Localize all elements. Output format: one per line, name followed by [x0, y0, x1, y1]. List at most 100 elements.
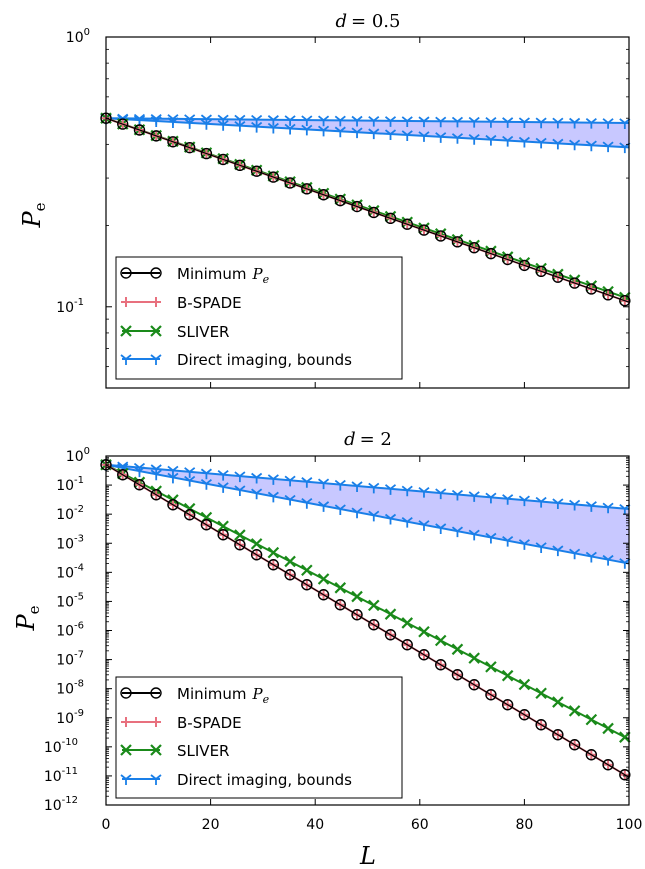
data-point-direct_upper: [502, 117, 514, 128]
data-point-direct_lower: [552, 138, 564, 150]
data-point-min: [418, 224, 430, 236]
data-point-direct_lower: [418, 520, 430, 531]
data-point-direct_lower: [284, 494, 296, 506]
y-tick-label: 10-12: [44, 795, 78, 814]
data-point-sliver: [217, 520, 229, 533]
series-line-min: [105, 117, 630, 303]
data-point-min: [501, 699, 514, 711]
data-point-min: [602, 759, 614, 771]
data-point-direct_upper: [368, 115, 380, 127]
data-point-direct_upper: [535, 117, 547, 129]
data-point-direct_upper: [585, 117, 597, 129]
data-point-direct_lower: [485, 134, 497, 146]
data-point-direct_upper: [468, 491, 480, 502]
data-point-direct_lower: [451, 526, 464, 538]
series-line-min: [105, 464, 630, 778]
data-point-min: [250, 165, 263, 177]
data-point-sliver: [501, 669, 514, 682]
data-point-min: [167, 136, 179, 148]
data-point-min: [568, 739, 581, 751]
legend-swatch-bspade: [121, 297, 161, 307]
data-point-min: [518, 709, 531, 721]
data-point-min: [267, 171, 280, 183]
legend-label-sliver: SLIVER: [177, 742, 229, 760]
data-point-direct_upper: [401, 116, 413, 127]
legend-swatch-sliver: [120, 325, 162, 337]
y-tick-label: 10-11: [44, 766, 78, 785]
data-point-direct_lower: [368, 510, 380, 522]
y-tick-label: 10-2: [56, 504, 84, 523]
data-point-direct_lower: [301, 498, 313, 509]
data-point-min: [384, 629, 397, 641]
top-legend: Minimum Pe B-SPADE SLIVER Direct imaging,…: [115, 256, 403, 380]
data-point-direct_lower: [502, 535, 514, 547]
data-point-direct_lower: [384, 513, 397, 525]
data-point-direct_lower: [351, 127, 363, 139]
legend-label-direct: Direct imaging, bounds: [177, 771, 352, 789]
data-point-direct_lower: [384, 129, 397, 141]
data-point-direct_upper: [318, 478, 330, 490]
data-point-sliver: [334, 582, 347, 594]
data-point-min: [234, 539, 246, 551]
data-point-direct_lower: [401, 130, 413, 141]
data-point-direct_upper: [351, 115, 363, 127]
data-point-sliver: [434, 634, 447, 647]
data-point-direct_lower: [133, 466, 146, 478]
data-point-min: [619, 769, 631, 781]
data-point-sliver: [568, 705, 581, 717]
data-point-direct_upper: [468, 116, 480, 128]
data-point-min: [351, 609, 363, 621]
data-point-direct_upper: [267, 474, 279, 485]
data-point-min: [468, 679, 480, 691]
data-point-min: [585, 749, 598, 761]
data-point-min: [183, 509, 196, 521]
top-panel: d = 0.5 100 10-1 Pe Minimum Pe B-SPADE SLIV…: [18, 11, 631, 389]
data-point-min: [585, 283, 598, 295]
data-point-direct_upper: [451, 489, 464, 501]
data-point-direct_lower: [418, 131, 430, 142]
y-tick-label: 10-10: [44, 737, 78, 756]
data-point-direct_upper: [334, 115, 346, 127]
data-point-direct_lower: [552, 545, 564, 557]
top-panel-title: d = 0.5: [336, 11, 401, 32]
plot-frame: [105, 36, 630, 389]
bottom-x-ticks: 0 20 40 60 80 100: [102, 817, 643, 833]
x-tick-label: 100: [616, 817, 643, 833]
legend-label-direct: Direct imaging, bounds: [177, 351, 352, 369]
data-point-direct_lower: [217, 482, 229, 493]
data-point-sliver: [301, 564, 313, 576]
data-point-min: [217, 529, 229, 541]
legend-swatch-marker: [150, 774, 162, 785]
y-tick-label: 10-7: [56, 650, 84, 669]
data-point-direct_upper: [217, 469, 229, 481]
data-point-direct_lower: [150, 469, 162, 481]
data-point-min: [317, 189, 330, 201]
data-point-direct_lower: [217, 120, 229, 131]
data-point-direct_upper: [251, 114, 263, 126]
data-point-min: [167, 499, 179, 511]
data-point-direct_upper: [569, 499, 581, 511]
data-point-direct_lower: [184, 118, 196, 129]
data-point-sliver: [468, 652, 480, 664]
bottom-legend: Minimum Pe B-SPADE SLIVER Direct imaging,…: [115, 676, 403, 799]
data-point-direct_upper: [552, 498, 564, 510]
bottom-plot-area: [100, 455, 631, 806]
x-tick-label: 40: [306, 817, 324, 833]
legend-swatch-marker: [120, 325, 132, 337]
legend-swatch-marker: [150, 744, 162, 756]
series-direct_lower: [100, 113, 631, 154]
data-point-min: [451, 236, 464, 248]
y-tick-label: 10-6: [56, 621, 84, 640]
data-point-min: [301, 579, 313, 591]
x-tick-label: 80: [515, 817, 533, 833]
data-point-direct_upper: [234, 114, 246, 126]
data-point-direct_lower: [468, 134, 480, 145]
data-point-direct_upper: [234, 471, 246, 483]
top-y-axis-label: Pe: [18, 202, 49, 228]
data-point-sliver: [418, 625, 430, 638]
legend-swatch-minimum: [120, 687, 162, 699]
top-plot-area: [100, 36, 631, 389]
legend-swatch-marker: [150, 267, 162, 279]
data-point-min: [284, 177, 296, 189]
legend-label-sliver: SLIVER: [177, 323, 229, 341]
